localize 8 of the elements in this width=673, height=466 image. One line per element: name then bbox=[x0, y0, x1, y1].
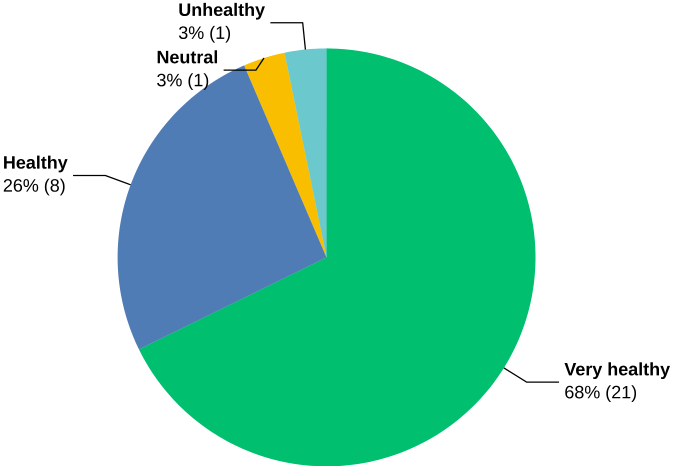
data-label: 26% (8) bbox=[4, 178, 65, 196]
slice-label: Very healthy bbox=[564, 362, 670, 379]
slice-label: Healthy bbox=[4, 155, 68, 172]
data-label: 68% (21) bbox=[565, 385, 636, 402]
slice-label: Unhealthy bbox=[179, 2, 265, 20]
slice-label: Neutral bbox=[158, 50, 218, 64]
data-label: 3% (1) bbox=[178, 26, 230, 42]
data-label: 3% (1) bbox=[157, 73, 208, 90]
